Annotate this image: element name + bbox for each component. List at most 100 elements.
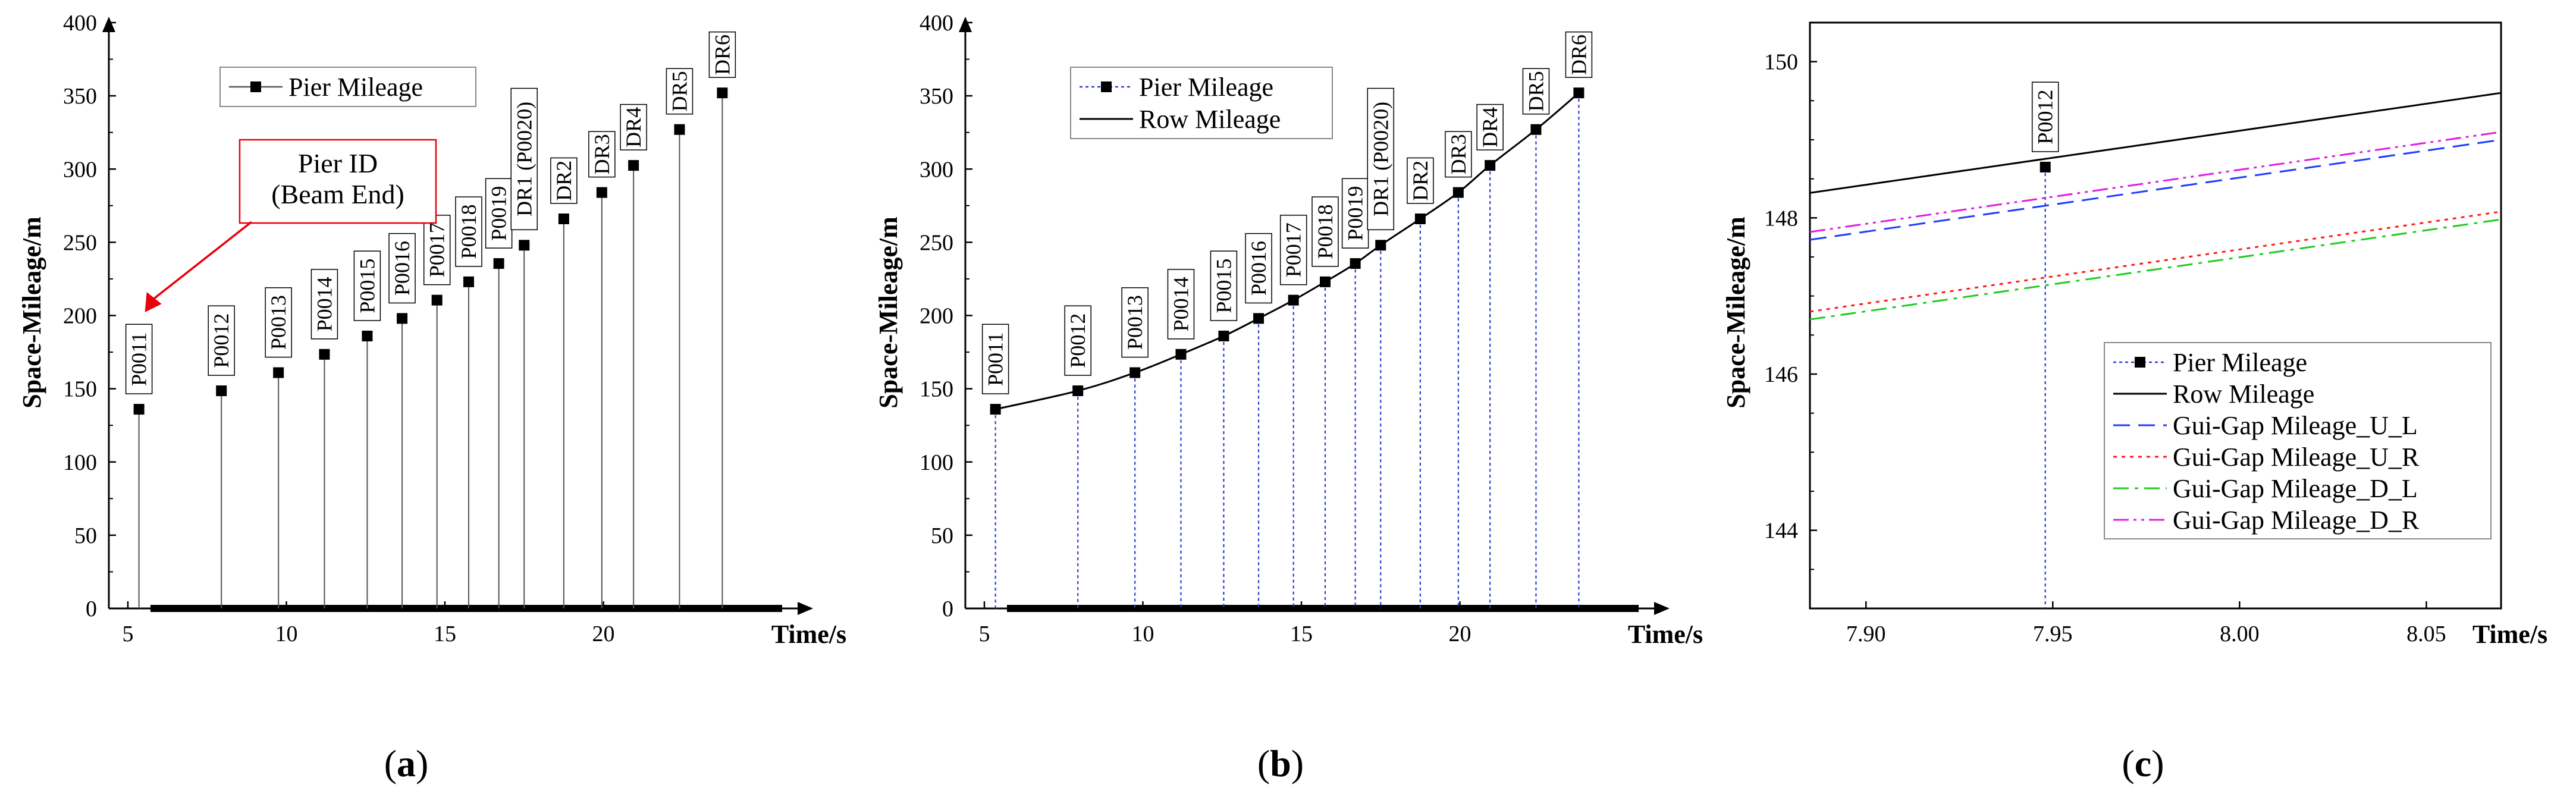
pier-label: DR1 (P0020) <box>1367 87 1395 231</box>
legend-label: Gui-Gap Mileage_D_R <box>2173 506 2420 535</box>
legend-entry: Gui-Gap Mileage_D_R <box>2113 506 2420 535</box>
pier-label-text: DR5 <box>1524 71 1548 112</box>
y-tick-label: 0 <box>86 597 97 622</box>
annotation-arrow-line <box>152 221 253 300</box>
pier-label-box <box>550 157 578 204</box>
pier-label: P0019 <box>485 178 513 249</box>
y-tick-label: 144 <box>1764 519 1798 544</box>
pier-label-text: P0016 <box>390 241 414 296</box>
series-line <box>995 92 1580 410</box>
y-tick-label: 0 <box>942 597 953 622</box>
series-pier-mileage: P0011 P0012 P0013 P0014 P0015 P0016 P0017 P0018… <box>125 31 736 608</box>
data-point <box>493 258 504 269</box>
pier-label-box <box>2031 81 2059 152</box>
data-point <box>558 213 569 224</box>
y-tick-label: 148 <box>1764 206 1798 231</box>
y-tick-label: 150 <box>920 377 953 402</box>
series-line <box>1809 211 2502 313</box>
pier-label-box <box>708 31 736 78</box>
legend-entry: Pier Mileage <box>1080 73 1273 102</box>
panel-3: 144 146 148 150 7.90 7.95 8.00 8.05 Time/s Space-… <box>1721 21 2547 784</box>
series-gui-gap-mileage-u-r <box>1809 211 2502 313</box>
pier-label-box <box>1210 250 1238 321</box>
y-tick-label: 200 <box>63 304 97 329</box>
legend-entry: Pier Mileage <box>2113 348 2307 377</box>
pier-label-text: DR1 (P0020) <box>1369 102 1392 216</box>
data-point <box>273 367 284 378</box>
legend: Pier Mileage <box>219 67 476 107</box>
series-line <box>1809 92 2502 194</box>
y-tick-label: 150 <box>63 377 97 402</box>
annotation-box <box>239 139 437 224</box>
panel-1: 0 50 100 150 200 250 300 350 400 5 10 15 20 Time/s Spa… <box>17 11 846 784</box>
legend-entry: Gui-Gap Mileage_U_R <box>2113 442 2420 472</box>
legend-entry: Row Mileage <box>2113 379 2314 409</box>
pier-label-text: P0013 <box>1123 295 1147 350</box>
pier-label: P0018 <box>1311 196 1339 267</box>
data-point <box>133 404 145 415</box>
pier-label: DR5 <box>666 68 694 115</box>
legend-box <box>1070 67 1333 139</box>
pier-label-text: P0012 <box>209 313 233 368</box>
x-tick-label: 7.95 <box>2033 622 2073 647</box>
panel-caption: (b) <box>1257 742 1304 784</box>
series-gui-gap-mileage-d-r <box>1809 131 2502 233</box>
pier-label-box <box>588 131 616 178</box>
pier-label-box <box>1167 269 1195 340</box>
x-tick-label: 15 <box>434 622 456 647</box>
legend-label: Pier Mileage <box>2173 348 2307 377</box>
pier-label: P0018 <box>455 196 482 267</box>
pier-label-text: DR3 <box>1447 134 1470 174</box>
y-tick-label: 100 <box>63 450 97 475</box>
y-axis-label: Space-Mileage/m <box>1721 216 1750 409</box>
y-tick-label: 200 <box>920 304 953 329</box>
pier-label-box <box>1245 233 1272 304</box>
legend-entry: Gui-Gap Mileage_D_L <box>2113 474 2418 503</box>
pier-label: P0012 <box>1064 305 1091 376</box>
data-point <box>397 313 408 324</box>
x-tick-label: 10 <box>1131 622 1154 647</box>
pier-label-box <box>1121 287 1149 358</box>
series-pier-mileage: P0011 P0012 P0013 P0014 P0015 P0016 P0017 P0018… <box>981 31 1593 608</box>
x-tick-label: 5 <box>122 622 133 647</box>
data-point <box>362 330 373 341</box>
pier-label-box <box>1522 68 1550 115</box>
series-line <box>1809 218 2502 321</box>
x-axis-label: Time/s <box>2473 620 2547 649</box>
legend-swatch-marker <box>250 81 261 92</box>
pier-label-text: DR4 <box>622 107 645 147</box>
y-tick-label: 50 <box>931 523 953 548</box>
pier-label: P0011 <box>981 324 1009 394</box>
y-tick-label: 250 <box>920 230 953 255</box>
series-row-mileage <box>1809 92 2502 194</box>
pier-label: P0019 <box>1341 178 1369 249</box>
x-axis-arrow <box>798 602 813 615</box>
y-tick-label: 300 <box>920 157 953 182</box>
legend-swatch-marker <box>1101 81 1112 92</box>
legend-swatch-marker <box>2135 357 2145 368</box>
pier-label-box <box>666 68 694 115</box>
pier-label: DR3 <box>588 131 616 178</box>
x-tick-label: 5 <box>978 622 990 647</box>
y-tick-label: 300 <box>63 157 97 182</box>
series-line <box>1809 139 2502 241</box>
pier-label-box <box>1311 196 1339 267</box>
data-point <box>431 294 443 306</box>
pier-label-box <box>1279 215 1307 285</box>
pier-label: P0015 <box>353 250 381 321</box>
y-axis-arrow <box>102 17 115 32</box>
pier-label-text: DR5 <box>667 71 691 112</box>
legend-label: Row Mileage <box>2173 379 2314 409</box>
legend-entry: Pier Mileage <box>229 73 423 102</box>
y-tick-label: 400 <box>63 11 97 36</box>
pier-label-box <box>620 103 647 150</box>
pier-label-box <box>125 324 153 394</box>
x-axis-label: Time/s <box>1628 620 1703 649</box>
pier-label: P0014 <box>1167 269 1195 340</box>
pier-label-text: P0018 <box>457 204 481 259</box>
y-axis-label: Space-Mileage/m <box>874 216 903 409</box>
pier-label: P0015 <box>1210 250 1238 321</box>
pier-label-box <box>1367 87 1395 231</box>
